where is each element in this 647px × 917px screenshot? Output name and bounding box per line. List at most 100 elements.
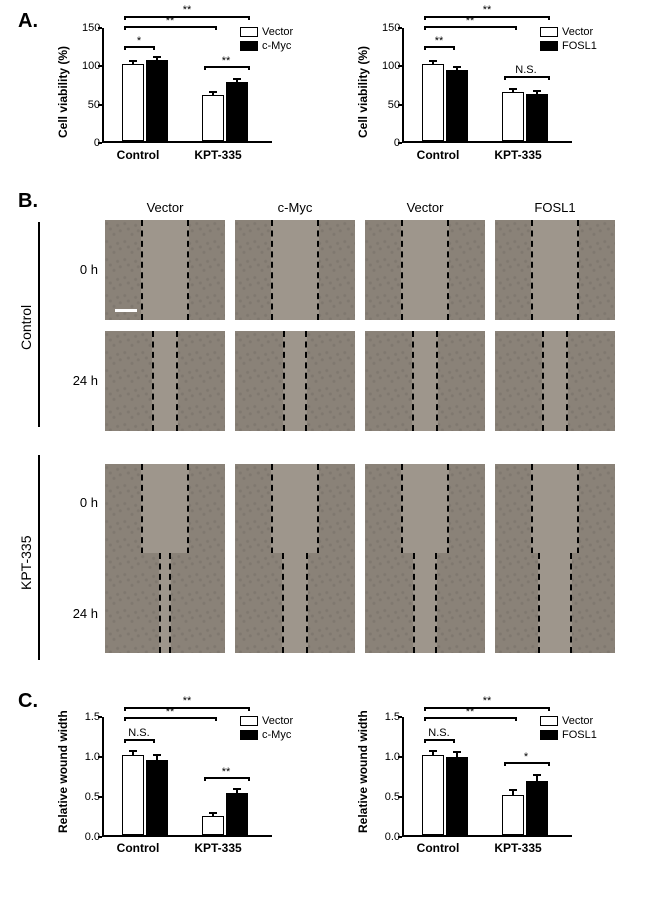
- panel-b-label: B.: [18, 190, 38, 213]
- micrograph: [235, 220, 355, 320]
- legend-swatch: [240, 41, 258, 51]
- micrograph: [105, 220, 225, 320]
- row-label: 0 h: [48, 262, 98, 277]
- legend-swatch: [540, 716, 558, 726]
- micrograph: [365, 553, 485, 653]
- xlabel: KPT-335: [188, 148, 248, 162]
- micrograph: [495, 464, 615, 564]
- panel-b: B. Vector c-Myc Vector FOSL1 Control KPT…: [0, 190, 647, 690]
- sig-text: **: [466, 706, 475, 718]
- bar-a1-ctrl-vector: [122, 64, 144, 141]
- xlabel: Control: [108, 148, 168, 162]
- bar-c1-ctrl-vector: [122, 755, 144, 835]
- bar-c1-ctrl-cmyc: [146, 760, 168, 835]
- bar-c2-ctrl-vector: [422, 755, 444, 835]
- sig-text: N.S.: [515, 64, 536, 76]
- micrograph: [495, 220, 615, 320]
- bar-group-control: [422, 755, 468, 835]
- micrograph: [365, 464, 485, 564]
- legend-label: Vector: [262, 715, 293, 727]
- legend-label: Vector: [562, 26, 593, 38]
- chart-a2-legend: Vector FOSL1: [540, 26, 597, 54]
- side-label-kpt: KPT-335: [18, 536, 34, 590]
- xlabel: KPT-335: [488, 148, 548, 162]
- chart-a1-ylabel: Cell viability (%): [56, 46, 70, 138]
- bar-c2-ctrl-fosl1: [446, 757, 468, 835]
- bar-c2-kpt-fosl1: [526, 781, 548, 835]
- bar-group-control: [122, 60, 168, 141]
- panel-c: C. Relative wound width ** **: [0, 690, 647, 890]
- legend-label: FOSL1: [562, 40, 597, 52]
- side-bar: [38, 222, 40, 427]
- legend-label: Vector: [262, 26, 293, 38]
- sig-text: **: [435, 35, 444, 47]
- micrograph: [105, 553, 225, 653]
- side-label-control: Control: [18, 305, 34, 350]
- sig-text: **: [166, 706, 175, 718]
- chart-c1-ylabel: Relative wound width: [56, 710, 70, 833]
- sig-text: N.S.: [428, 727, 449, 739]
- sig-line: [504, 76, 549, 78]
- legend-swatch: [240, 730, 258, 740]
- legend-label: c-Myc: [262, 729, 291, 741]
- bar-c1-kpt-vector: [202, 816, 224, 835]
- sig-line: [124, 16, 249, 18]
- legend-swatch: [240, 716, 258, 726]
- sig-text: **: [466, 15, 475, 27]
- legend-swatch: [540, 27, 558, 37]
- bar-a1-kpt-cmyc: [226, 82, 248, 141]
- bar-group-control: [422, 64, 468, 141]
- bar-group-kpt: [202, 82, 248, 141]
- xlabel: KPT-335: [488, 841, 548, 855]
- bar-c1-kpt-cmyc: [226, 793, 248, 835]
- chart-c2: Relative wound width ** ** N.S.: [360, 705, 610, 875]
- bar-a2-ctrl-fosl1: [446, 70, 468, 141]
- chart-c1-legend: Vector c-Myc: [240, 715, 293, 743]
- sig-line: [424, 16, 549, 18]
- micrograph: [105, 464, 225, 564]
- micrograph: [495, 553, 615, 653]
- chart-a2-ylabel: Cell viability (%): [356, 46, 370, 138]
- chart-a1-legend: Vector c-Myc: [240, 26, 293, 54]
- sig-text: **: [222, 55, 231, 67]
- xlabel: Control: [408, 841, 468, 855]
- panel-a: A. Cell viability (%) **: [0, 0, 647, 190]
- panel-a-label: A.: [18, 10, 38, 33]
- bar-a2-ctrl-vector: [422, 64, 444, 141]
- row-label: 0 h: [48, 495, 98, 510]
- sig-text: N.S.: [128, 727, 149, 739]
- sig-line: [124, 739, 154, 741]
- col-header: Vector: [365, 200, 485, 215]
- col-header: Vector: [105, 200, 225, 215]
- legend-swatch: [540, 730, 558, 740]
- bar-group-kpt: [502, 92, 548, 141]
- sig-text: **: [483, 4, 492, 16]
- bar-group-kpt: [202, 793, 248, 835]
- sig-text: **: [483, 695, 492, 707]
- micrograph: [495, 331, 615, 431]
- sig-text: **: [222, 766, 231, 778]
- bar-a2-kpt-fosl1: [526, 94, 548, 141]
- col-header: FOSL1: [495, 200, 615, 215]
- micrograph: [235, 464, 355, 564]
- sig-text: **: [183, 4, 192, 16]
- legend-label: c-Myc: [262, 40, 291, 52]
- sig-text: *: [524, 751, 528, 763]
- chart-c2-legend: Vector FOSL1: [540, 715, 597, 743]
- legend-swatch: [240, 27, 258, 37]
- micrograph-grid: [105, 220, 615, 658]
- col-header: c-Myc: [235, 200, 355, 215]
- chart-a1: Cell viability (%) ** **: [60, 20, 310, 175]
- micrograph: [105, 331, 225, 431]
- sig-line: [424, 707, 549, 709]
- micrograph: [365, 331, 485, 431]
- sig-text: *: [137, 35, 141, 47]
- legend-swatch: [540, 41, 558, 51]
- micrograph: [365, 220, 485, 320]
- legend-label: FOSL1: [562, 729, 597, 741]
- xlabel: KPT-335: [188, 841, 248, 855]
- scale-bar: [115, 309, 137, 312]
- bar-a1-kpt-vector: [202, 95, 224, 141]
- bar-a2-kpt-vector: [502, 92, 524, 141]
- micrograph: [235, 331, 355, 431]
